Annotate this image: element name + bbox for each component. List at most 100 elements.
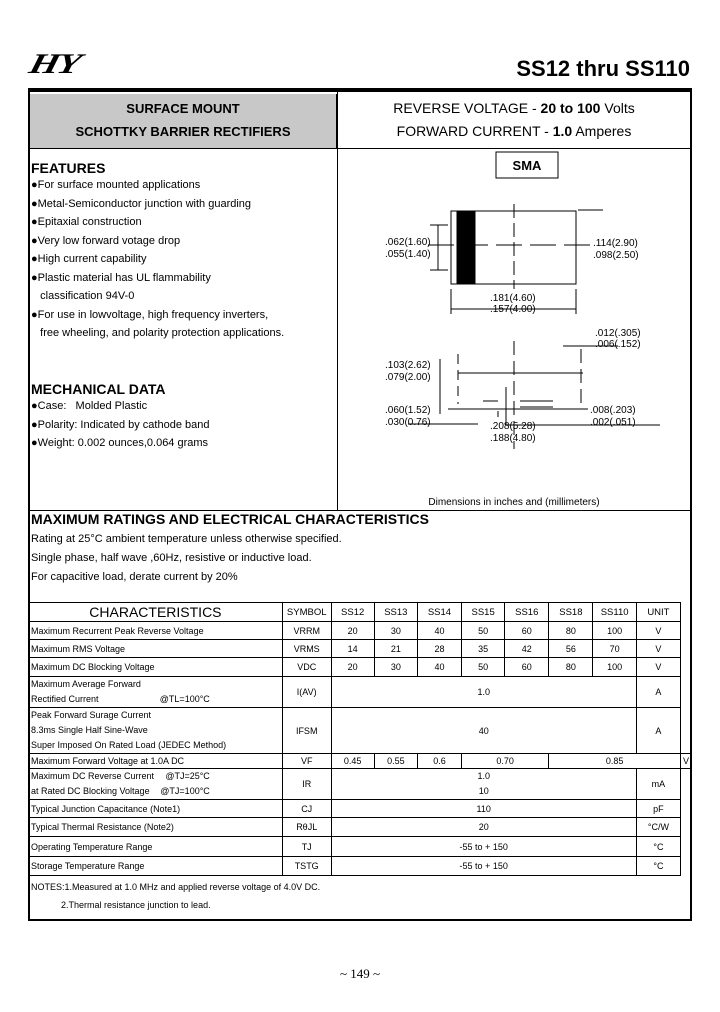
value-cell: 50 (461, 621, 506, 640)
brand-logo: HY (25, 48, 84, 80)
side-view (408, 341, 660, 449)
dim-label: .055(1.40) (385, 249, 431, 260)
characteristic-text: Super Imposed On Rated Load (JEDEC Metho… (31, 740, 227, 750)
dim-label: .114(2.90) (593, 238, 638, 249)
symbol-cell: IR (281, 768, 332, 800)
value-cell: 0.55 (373, 753, 418, 769)
column-header: SS110 (592, 602, 637, 622)
table-header-row: CHARACTERISTICS SYMBOL SS12 SS13 SS14 SS15 SS1… (28, 602, 692, 622)
mechanical-item: ●Polarity: Indicated by cathode band (31, 418, 210, 431)
feature-item: ●Epitaxial construction (31, 216, 142, 228)
package-dimension-drawing: SMA .062(1.60) .055(1.40) .114(2.90) .09… (385, 151, 660, 508)
page-frame (28, 92, 692, 921)
characteristic-text: Peak Forward Surage Current (31, 710, 152, 720)
dimension-caption: Dimensions in inches and (millimeters) (428, 497, 599, 508)
rating-condition: Rating at 25°C ambient temperature unles… (31, 533, 342, 545)
characteristic-cell: Peak Forward Surage Current 8.3ms Single … (28, 707, 283, 754)
table-row: Maximum Forward Voltage at 1.0A DC VF 0.45… (28, 753, 693, 769)
value-line: 10 (478, 786, 489, 796)
label: REVERSE VOLTAGE - (393, 100, 541, 116)
note: 2.Thermal resistance junction to lead. (61, 900, 211, 910)
unit-cell: V (635, 621, 681, 640)
symbol-cell: VF (281, 753, 332, 769)
unit-cell: V (635, 639, 681, 658)
value-cell: 1.0 (330, 676, 637, 708)
unit-cell: A (635, 676, 681, 708)
value-line: 1.0 (477, 771, 490, 781)
product-type-banner: SURFACE MOUNT SCHOTTKY BARRIER RECTIFIER… (30, 94, 337, 148)
divider (337, 92, 338, 510)
column-header: UNIT (635, 602, 681, 622)
table-row: Operating Temperature Range TJ -55 to + 15… (28, 836, 692, 857)
table-row: Peak Forward Surage Current 8.3ms Single … (28, 707, 692, 754)
value-cell: 28 (416, 639, 463, 658)
characteristic-line: Super Imposed On Rated Load (JEDEC Metho… (31, 738, 280, 753)
symbol-cell: VRMS (281, 639, 332, 658)
characteristic-cell: Storage Temperature Range (28, 856, 283, 876)
package-label-box (495, 151, 559, 179)
dim-label: .103(2.62) (385, 360, 431, 371)
page-number: ~ 149 ~ (339, 966, 381, 981)
test-condition: @TJ=100°C (160, 786, 210, 796)
value-cell: 40 (416, 621, 463, 640)
table-row: Maximum DC Reverse Current @TJ=25°C at Ra… (28, 768, 692, 800)
characteristic-line: 8.3ms Single Half Sine-Wave (31, 723, 280, 738)
symbol-cell: CJ (281, 799, 332, 818)
dim-label: .188(4.80) (490, 433, 536, 444)
test-condition: @TL=100°C (159, 694, 210, 704)
column-header: SS18 (548, 602, 594, 622)
symbol-cell: TJ (281, 836, 332, 857)
characteristic-cell: Maximum Average Forward Rectified Current… (28, 676, 283, 708)
value-cell: 0.6 (416, 753, 463, 769)
value-cell: 56 (548, 639, 594, 658)
column-header: SS14 (416, 602, 463, 622)
unit-cell: V (679, 753, 693, 769)
table-row: Typical Thermal Resistance (Note2) RθJL 20… (28, 817, 692, 837)
feature-item: ●For use in lowvoltage, high frequency i… (31, 308, 269, 321)
banner-line: SCHOTTKY BARRIER RECTIFIERS (75, 124, 291, 139)
unit: Amperes (572, 123, 632, 139)
value-cell: 60 (504, 657, 550, 677)
dim-label: .008(.203) (590, 405, 636, 416)
characteristic-text: Maximum Average Forward (31, 679, 141, 689)
value-cell: 35 (461, 639, 506, 658)
dim-label: .098(2.50) (593, 250, 639, 261)
section-heading: FEATURES (31, 160, 106, 176)
symbol-cell: TSTG (281, 856, 332, 876)
characteristic-line: Maximum DC Reverse Current @TJ=25°C (31, 769, 280, 784)
rating-condition: For capacitive load, derate current by 2… (31, 571, 238, 583)
table-row: Maximum DC Blocking Voltage VDC 20 30 40 50 60… (28, 657, 692, 677)
value-cell: 1.0 10 (330, 768, 637, 800)
value-cell: 42 (504, 639, 550, 658)
feature-item: ●For surface mounted applications (31, 179, 201, 191)
value-cell: 110 (330, 799, 637, 818)
symbol-cell: I(AV) (281, 676, 332, 708)
feature-item: ●High current capability (31, 253, 147, 265)
characteristic-text: 8.3ms Single Half Sine-Wave (31, 725, 148, 735)
test-condition: @TJ=25°C (165, 771, 210, 781)
dimension-labels: .062(1.60) .055(1.40) .114(2.90) .098(2.… (385, 237, 641, 444)
unit-cell: V (635, 657, 681, 677)
unit-cell: A (635, 707, 681, 754)
characteristics-table: CHARACTERISTICS SYMBOL SS12 SS13 SS14 SS15 SS1… (28, 602, 693, 876)
characteristic-cell: Maximum DC Reverse Current @TJ=25°C at Ra… (28, 768, 283, 800)
value-cell: 14 (330, 639, 375, 658)
characteristic-cell: Maximum RMS Voltage (28, 639, 283, 658)
characteristic-line: Peak Forward Surage Current (31, 708, 280, 723)
feature-item: classification 94V-0 (31, 290, 135, 302)
characteristic-cell: Operating Temperature Range (28, 836, 283, 857)
dim-label: .062(1.60) (385, 237, 431, 248)
characteristic-cell: Maximum Forward Voltage at 1.0A DC (28, 753, 283, 769)
symbol-cell: VRRM (281, 621, 332, 640)
column-header: SS16 (504, 602, 550, 622)
table-row: Typical Junction Capacitance (Note1) CJ 11… (28, 799, 692, 818)
symbol-cell: RθJL (281, 817, 332, 837)
column-header: SS15 (461, 602, 506, 622)
characteristic-cell: Maximum DC Blocking Voltage (28, 657, 283, 677)
symbol-cell: IFSM (281, 707, 332, 754)
characteristic-text: at Rated DC Blocking Voltage (31, 786, 150, 796)
characteristic-line: Maximum Average Forward (31, 677, 280, 692)
value-cell: 100 (592, 621, 637, 640)
note: NOTES:1.Measured at 1.0 MHz and applied … (31, 882, 321, 892)
value-cell: 30 (373, 657, 418, 677)
